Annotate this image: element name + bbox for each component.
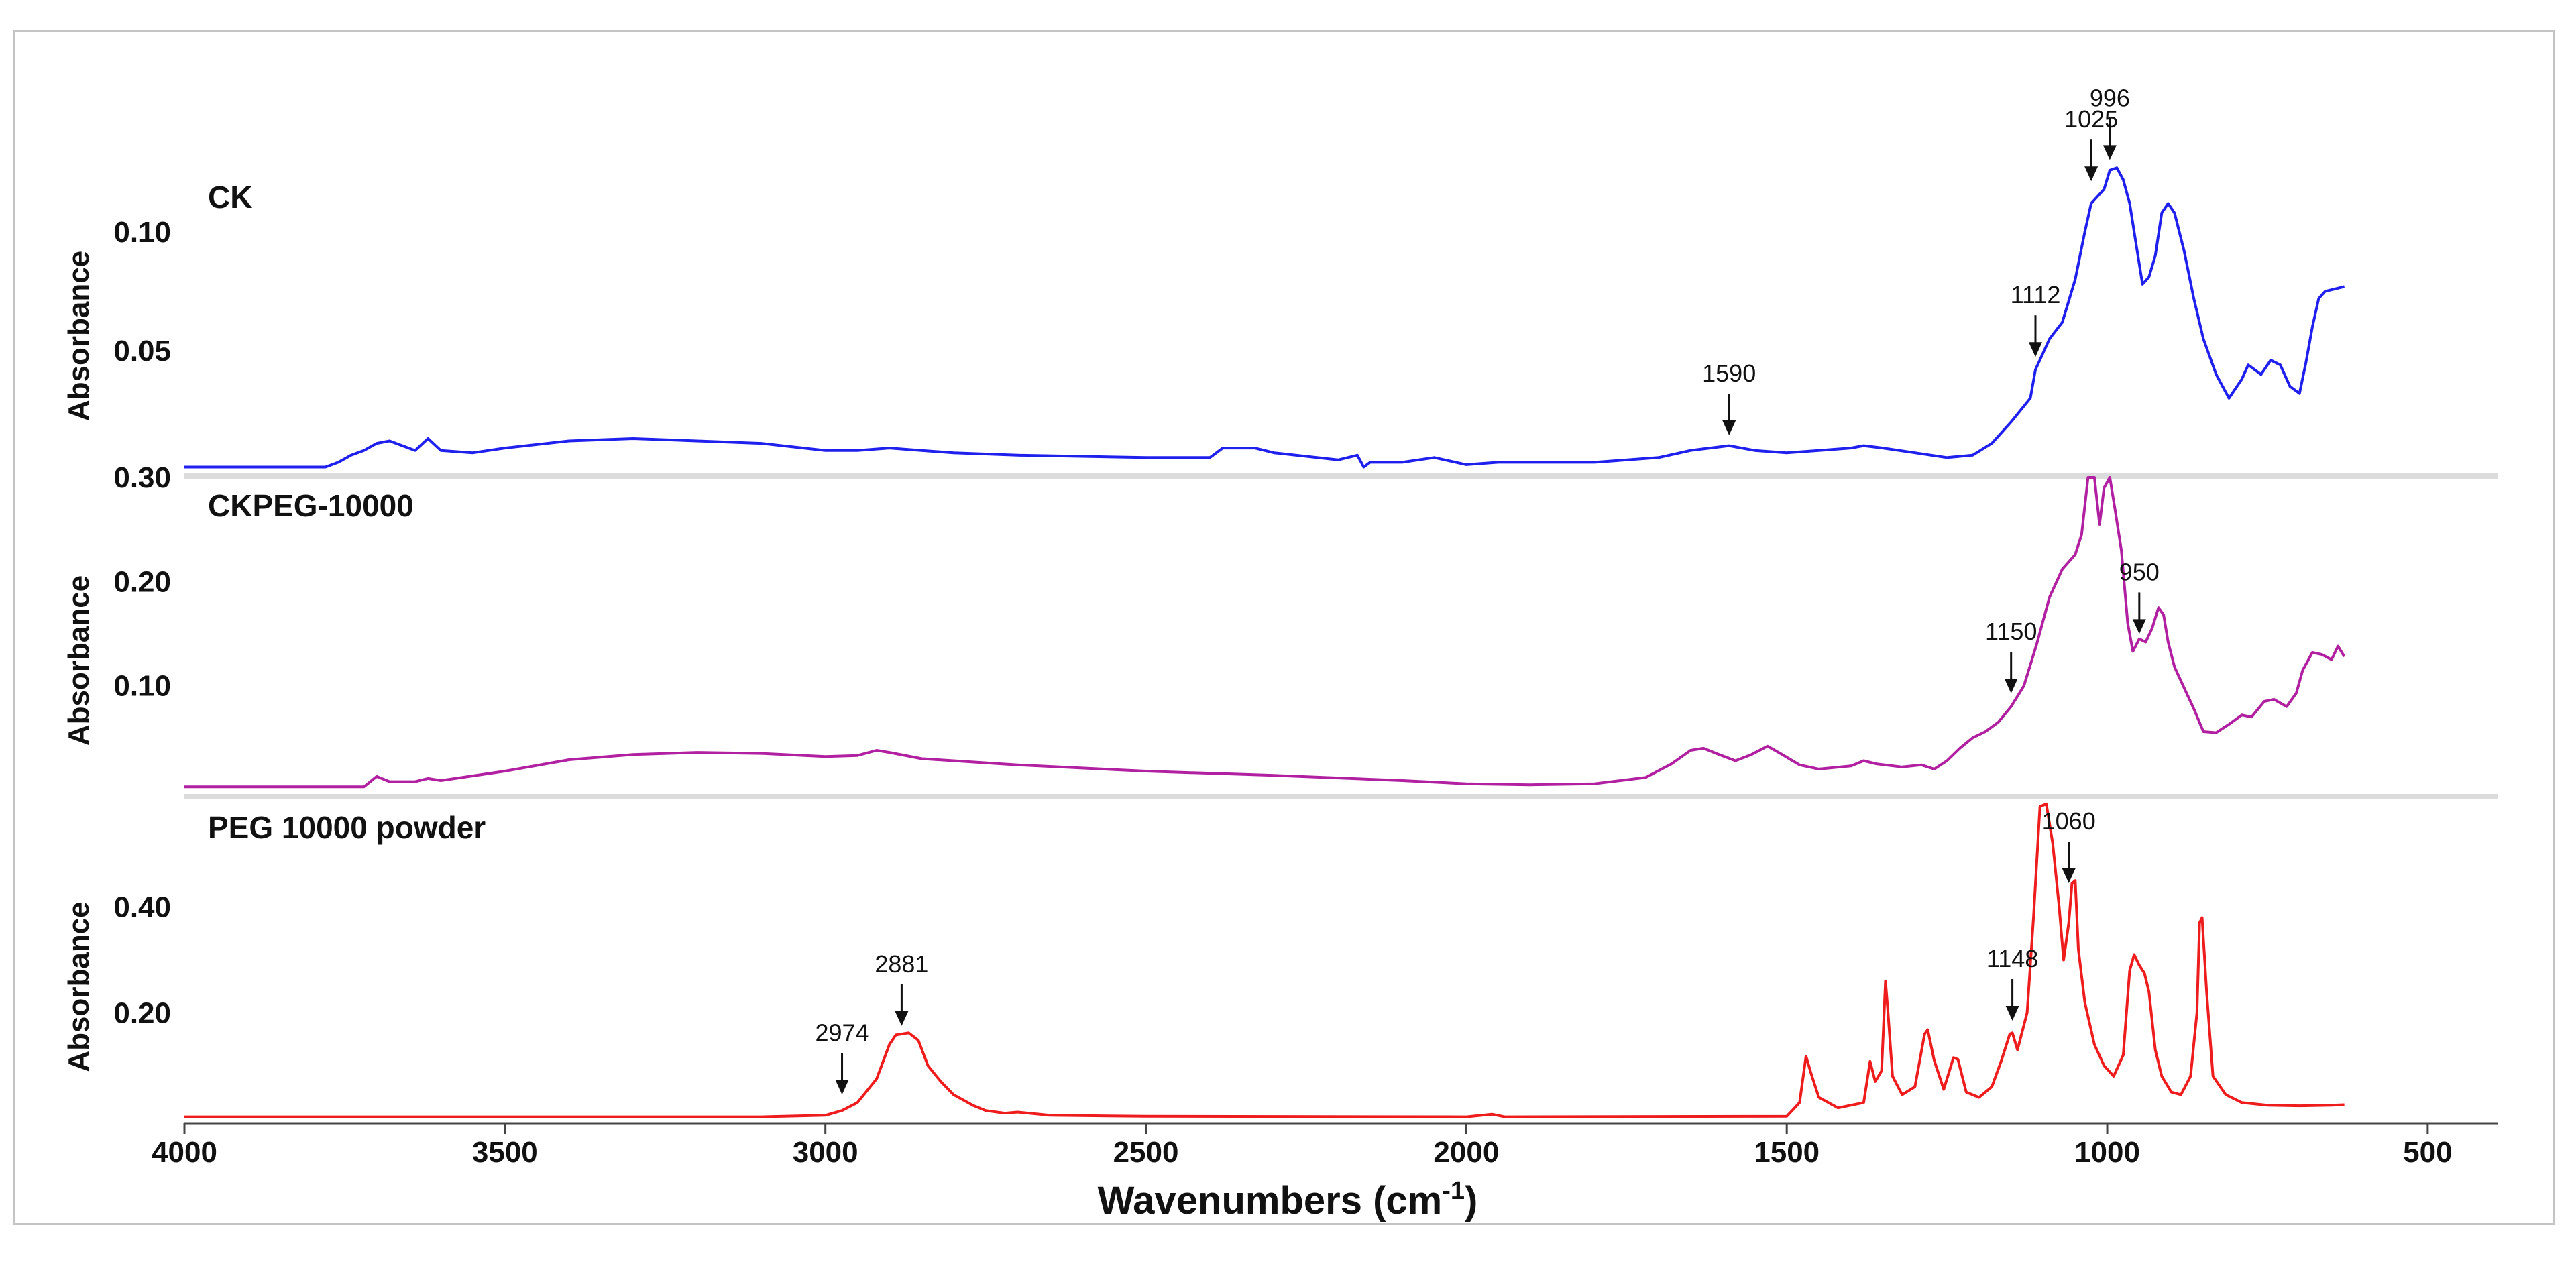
x-tick-label: 1500 — [1754, 1136, 1819, 1169]
y-axis-label: Absorbance — [62, 251, 95, 421]
chart-frame — [13, 30, 2555, 1225]
panel-2: CKPEG-10000 Absorbance 0.30 0.20 0.10 950 1150 — [62, 461, 2498, 799]
x-axis-label-sup: -1 — [1442, 1177, 1465, 1205]
arrow-down-icon — [835, 1080, 849, 1095]
panel-title: CKPEG-10000 — [208, 488, 414, 523]
annotation-label: 1060 — [2042, 807, 2096, 835]
arrow-down-icon — [2084, 166, 2098, 182]
x-tick-label: 4000 — [152, 1136, 217, 1169]
x-tick-label: 3000 — [793, 1136, 858, 1169]
annotation-label: 1025 — [2064, 105, 2118, 133]
arrow-down-icon — [1722, 420, 1736, 436]
x-axis-label-close: ) — [1465, 1179, 1477, 1222]
arrow-down-icon — [895, 1011, 909, 1026]
peak-annotation: 1112 — [2011, 281, 2061, 357]
arrow-down-icon — [2029, 342, 2042, 357]
peak-annotation: 1060 — [2042, 807, 2096, 884]
y-tick-label: 0.05 — [113, 335, 171, 367]
panel-title: PEG 10000 powder — [208, 810, 486, 845]
peak-annotation: 2881 — [875, 950, 928, 1026]
arrow-down-icon — [2103, 145, 2117, 160]
y-tick-label: 0.10 — [113, 670, 171, 703]
peak-annotation: 2974 — [815, 1019, 869, 1095]
annotation-label: 996 — [2090, 84, 2130, 111]
annotation-label: 1590 — [1702, 359, 1756, 387]
x-tick-label: 500 — [2403, 1136, 2452, 1169]
y-axis-label: Absorbance — [62, 901, 95, 1072]
annotation-label: 2881 — [875, 950, 928, 978]
y-tick-label: 0.20 — [113, 565, 171, 598]
annotation-label: 1150 — [1985, 618, 2037, 645]
peak-annotation: 950 — [2119, 558, 2160, 634]
y-axis-label: Absorbance — [62, 575, 95, 746]
annotation-label: 1112 — [2011, 281, 2061, 308]
y-tick-label: 0.10 — [113, 216, 171, 249]
series-line — [184, 166, 2345, 469]
x-tick-label: 1000 — [2074, 1136, 2140, 1169]
arrow-down-icon — [2004, 678, 2018, 693]
y-tick-label: 0.20 — [113, 996, 171, 1029]
peak-annotation: 1590 — [1702, 359, 1756, 436]
series-line — [184, 802, 2345, 1118]
annotation-label: 2974 — [815, 1019, 869, 1046]
peak-annotation: 1150 — [1985, 618, 2037, 693]
peak-annotation: 1025 — [2064, 105, 2118, 182]
series-line — [184, 476, 2346, 789]
x-tick-label: 3500 — [472, 1136, 538, 1169]
panel-title: CK — [208, 180, 252, 215]
annotation-label: 1148 — [1986, 945, 2038, 972]
x-axis: 4000 3500 3000 2500 2000 1500 1000 500 — [152, 1122, 2498, 1169]
arrow-down-icon — [2005, 1005, 2019, 1021]
x-tick-label: 2000 — [1433, 1136, 1499, 1169]
x-tick-label: 2500 — [1113, 1136, 1179, 1169]
peak-annotation: 1148 — [1986, 945, 2038, 1021]
arrow-down-icon — [2062, 868, 2076, 884]
y-tick-label: 0.40 — [113, 891, 171, 924]
peak-annotation: 996 — [2090, 84, 2130, 160]
arrow-down-icon — [2132, 619, 2146, 634]
panel-3: PEG 10000 powder Absorbance 0.40 0.20 1060 11… — [62, 802, 2345, 1118]
x-axis-label-main: Wavenumbers (cm — [1098, 1179, 1443, 1222]
annotation-label: 950 — [2119, 558, 2160, 585]
y-tick-label: 0.30 — [113, 461, 171, 494]
x-axis-label: Wavenumbers (cm-1) — [1098, 1177, 1478, 1222]
